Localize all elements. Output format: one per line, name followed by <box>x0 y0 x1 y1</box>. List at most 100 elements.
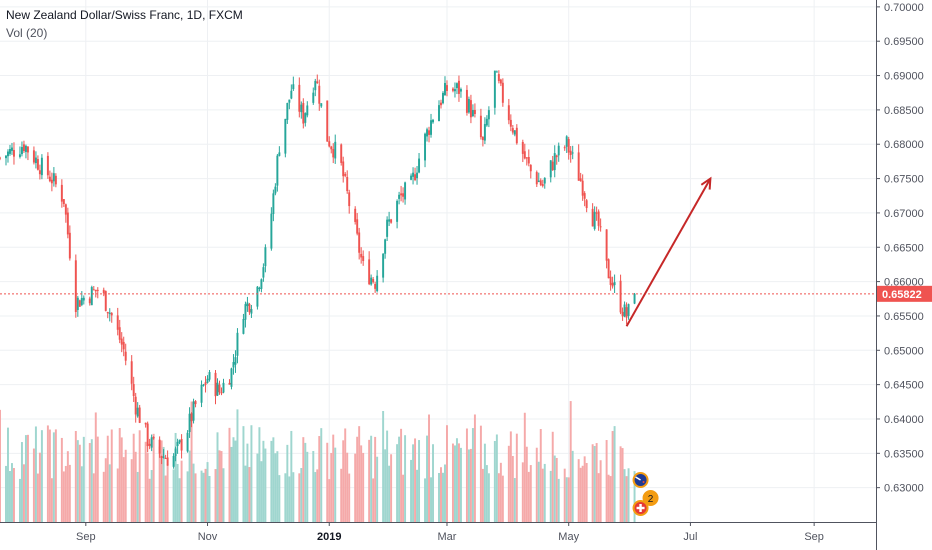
candle-184[interactable] <box>513 130 516 137</box>
symbol-title[interactable]: New Zealand Dollar/Swiss Franc, 1D, FXCM <box>6 8 243 22</box>
candle-14[interactable] <box>38 164 41 180</box>
candle-186[interactable] <box>521 139 524 163</box>
candle-157[interactable] <box>440 99 442 109</box>
candle-150[interactable] <box>418 152 421 174</box>
candle-111[interactable] <box>312 87 315 105</box>
candle-177[interactable] <box>495 70 498 73</box>
candle-52[interactable] <box>146 421 149 453</box>
candle-2[interactable] <box>7 149 9 163</box>
candle-90[interactable] <box>250 304 253 318</box>
candle-152[interactable] <box>426 127 429 142</box>
candle-214[interactable] <box>597 209 600 231</box>
candle-107[interactable] <box>300 101 303 119</box>
candle-197[interactable] <box>551 155 554 171</box>
candlesticks[interactable] <box>0 70 636 469</box>
candle-73[interactable] <box>204 376 207 393</box>
candle-156[interactable] <box>438 100 440 122</box>
candle-97[interactable] <box>272 189 275 222</box>
candle-16[interactable] <box>46 152 49 179</box>
candle-140[interactable] <box>390 218 393 224</box>
candle-213[interactable] <box>595 206 598 221</box>
candle-161[interactable] <box>451 87 454 93</box>
candle-105[interactable] <box>292 76 295 92</box>
candle-187[interactable] <box>523 143 526 160</box>
candle-10[interactable] <box>26 146 29 161</box>
candle-211[interactable] <box>591 203 594 227</box>
candle-183[interactable] <box>511 125 514 135</box>
candle-64[interactable] <box>178 439 181 445</box>
candle-3[interactable] <box>8 144 11 156</box>
candle-110[interactable] <box>306 101 309 118</box>
candle-221[interactable] <box>619 274 622 315</box>
candle-159[interactable] <box>444 76 446 96</box>
candle-95[interactable] <box>264 244 267 273</box>
candle-60[interactable] <box>166 450 169 466</box>
candle-155[interactable] <box>432 118 434 124</box>
candle-162[interactable] <box>453 82 456 98</box>
candle-85[interactable] <box>236 328 239 364</box>
candle-193[interactable] <box>539 178 542 187</box>
candle-206[interactable] <box>577 144 580 181</box>
candle-22[interactable] <box>62 199 65 207</box>
candle-101[interactable] <box>284 118 287 158</box>
candle-88[interactable] <box>246 296 249 312</box>
candle-4[interactable] <box>10 142 13 155</box>
candle-154[interactable] <box>430 113 432 138</box>
candle-134[interactable] <box>374 281 377 293</box>
candle-104[interactable] <box>290 84 293 100</box>
candle-24[interactable] <box>66 207 69 239</box>
candle-145[interactable] <box>404 181 407 205</box>
candle-66[interactable] <box>186 430 189 453</box>
candle-25[interactable] <box>68 225 71 261</box>
candle-191[interactable] <box>535 170 538 188</box>
candle-42[interactable] <box>118 319 121 344</box>
candle-49[interactable] <box>136 402 139 418</box>
candle-56[interactable] <box>158 436 161 458</box>
candle-94[interactable] <box>262 263 265 282</box>
candle-65[interactable] <box>180 434 183 459</box>
candle-79[interactable] <box>220 387 223 396</box>
candle-188[interactable] <box>525 156 528 166</box>
candle-77[interactable] <box>216 378 219 396</box>
candle-123[interactable] <box>344 172 347 178</box>
candle-143[interactable] <box>400 185 403 202</box>
candle-225[interactable] <box>627 303 630 320</box>
candle-210[interactable] <box>585 199 588 213</box>
candle-220[interactable] <box>613 274 616 293</box>
candle-223[interactable] <box>623 301 626 318</box>
candle-215[interactable] <box>599 218 602 232</box>
candle-216[interactable] <box>605 229 608 269</box>
candle-139[interactable] <box>388 211 391 226</box>
candle-170[interactable] <box>473 103 476 118</box>
candle-212[interactable] <box>593 206 596 231</box>
event-icons[interactable]: 2 <box>632 472 659 516</box>
candle-115[interactable] <box>320 103 323 108</box>
candle-106[interactable] <box>298 77 301 118</box>
candle-217[interactable] <box>607 258 610 279</box>
candle-222[interactable] <box>621 307 624 321</box>
candle-185[interactable] <box>515 124 518 145</box>
candle-194[interactable] <box>541 179 544 188</box>
chf-flag-icon[interactable]: 2 <box>632 490 659 516</box>
candle-179[interactable] <box>499 78 502 87</box>
candle-43[interactable] <box>120 332 123 353</box>
candle-13[interactable] <box>36 155 39 171</box>
candle-70[interactable] <box>194 400 197 408</box>
candle-100[interactable] <box>278 146 281 157</box>
candle-48[interactable] <box>134 392 137 423</box>
candle-173[interactable] <box>483 117 486 145</box>
candle-19[interactable] <box>52 167 55 187</box>
candle-96[interactable] <box>270 207 273 251</box>
candle-196[interactable] <box>549 160 552 183</box>
candle-75[interactable] <box>208 370 211 382</box>
candle-36[interactable] <box>102 287 105 297</box>
candle-1[interactable] <box>5 155 7 166</box>
candle-182[interactable] <box>509 114 512 132</box>
candle-130[interactable] <box>362 250 365 266</box>
candle-93[interactable] <box>260 278 263 293</box>
candle-148[interactable] <box>414 167 417 182</box>
candle-30[interactable] <box>82 295 85 305</box>
candle-8[interactable] <box>22 140 25 153</box>
candle-181[interactable] <box>507 98 510 125</box>
candle-45[interactable] <box>124 343 127 366</box>
